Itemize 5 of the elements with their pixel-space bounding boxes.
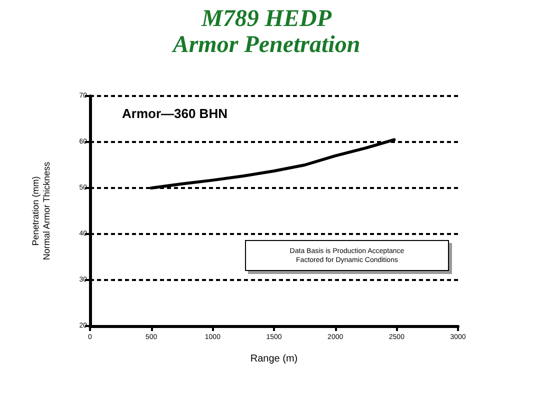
x-axis-title: Range (m) (250, 354, 298, 364)
y-axis-title: Penetration (mm) Normal Armor Thickness (30, 161, 52, 260)
chart-subtitle: Armor Penetration (170, 32, 360, 58)
annotation: Armor—360 BHN (122, 106, 228, 121)
chart-title: M789 HEDP (200, 6, 332, 32)
